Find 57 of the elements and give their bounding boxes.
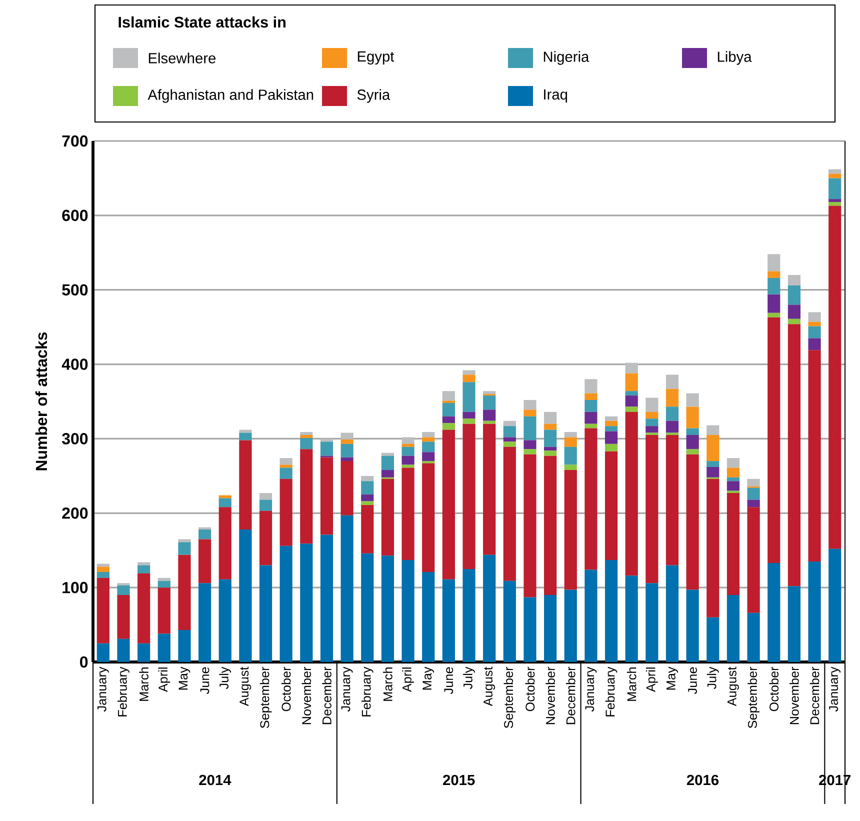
x-tick-label: January	[341, 666, 353, 712]
x-tick-label: March	[626, 668, 636, 701]
x-tick-label: March	[383, 668, 392, 701]
x-tick-label: April	[158, 668, 170, 692]
x-tick-label: December	[566, 666, 576, 724]
x-tick-label: October	[525, 666, 535, 712]
x-tick-label: December	[810, 666, 820, 724]
legend-label: Libya	[718, 51, 752, 65]
x-tick-label: November	[790, 666, 799, 724]
x-tick-label: April	[646, 668, 658, 692]
x-tick-label: July	[706, 666, 719, 690]
y-tick-label: 0	[80, 656, 88, 668]
x-tick-label: December	[322, 666, 332, 724]
y-axis-title: Number of attacks	[35, 332, 48, 470]
legend-label: Nigeria	[544, 51, 590, 65]
x-tick-label: November	[546, 666, 555, 724]
x-tick-label: January	[829, 666, 841, 712]
x-tick-label: January	[585, 666, 597, 712]
x-tick-label: February	[361, 666, 374, 716]
x-tick-label: October	[769, 666, 779, 712]
text: 2015	[443, 774, 475, 786]
x-tick-label: February	[605, 666, 618, 716]
x-tick-label: May	[422, 666, 434, 690]
x-tick-label: August	[728, 666, 739, 706]
y-tick-label: 500	[62, 284, 88, 296]
legend-label: Syria	[357, 89, 390, 103]
y-tick-label: 400	[62, 358, 88, 370]
legend-label: Elsewhere	[148, 52, 216, 64]
x-tick-label: June	[688, 667, 697, 694]
x-tick-label: June	[200, 667, 210, 694]
x-tick-label: June	[444, 667, 454, 694]
x-tick-label: January	[97, 666, 109, 712]
legend-label: Iraq	[544, 89, 568, 103]
x-tick-label: November	[302, 666, 312, 724]
legend-title: Islamic State attacks in	[118, 16, 286, 28]
y-tick-label: 700	[62, 135, 88, 147]
legend-label: Afghanistan and Pakistan	[148, 89, 314, 103]
x-tick-label: April	[402, 668, 414, 692]
y-tick-label: 100	[62, 582, 88, 594]
x-tick-label: July	[463, 666, 475, 690]
x-tick-label: August	[240, 666, 252, 706]
x-tick-label: July	[219, 666, 232, 690]
x-tick-label: March	[139, 668, 148, 701]
text: 2014	[199, 774, 232, 786]
x-tick-label: September	[748, 666, 760, 728]
y-tick-label: 300	[62, 433, 88, 444]
y-tick-label: 200	[62, 507, 88, 519]
x-tick-label: October	[281, 666, 291, 712]
y-tick-label: 600	[62, 210, 88, 222]
text: 2016	[686, 774, 719, 786]
x-tick-label: September	[504, 666, 516, 728]
x-tick-label: September	[260, 666, 272, 728]
x-tick-label: May	[178, 666, 190, 690]
legend-label: Egypt	[358, 51, 394, 65]
x-tick-label: May	[666, 666, 678, 690]
x-tick-label: August	[484, 666, 496, 706]
x-tick-label: February	[118, 666, 130, 716]
